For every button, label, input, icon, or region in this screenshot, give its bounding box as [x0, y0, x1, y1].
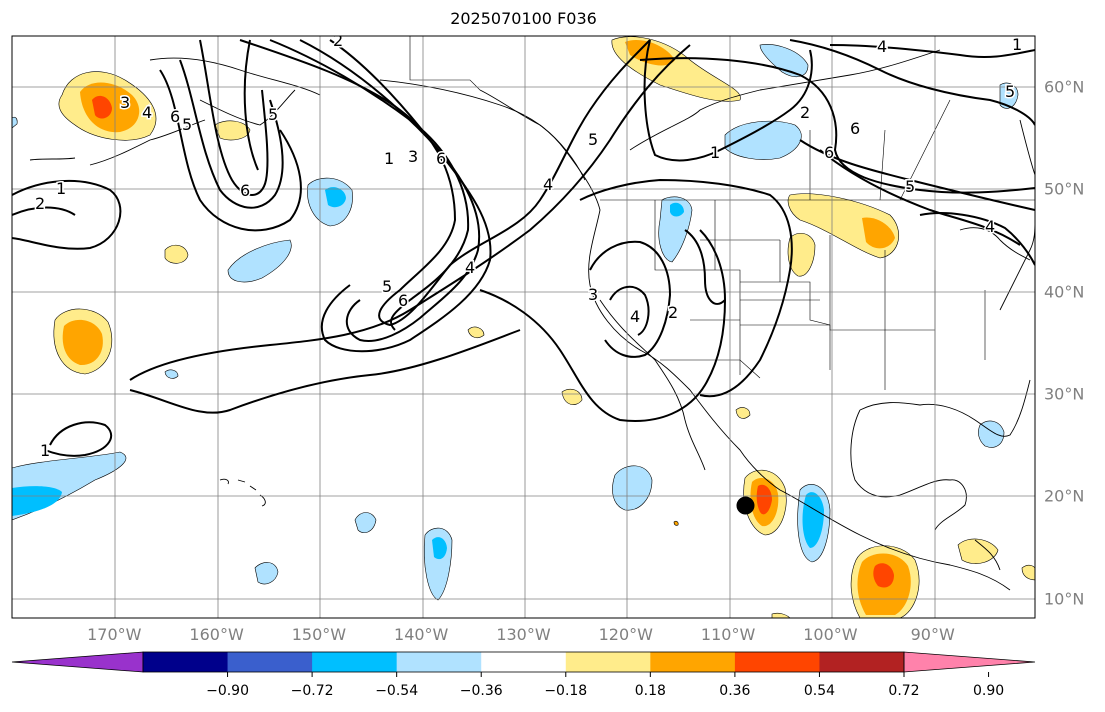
colorbar-segment [650, 652, 736, 672]
contour-label: 6 [170, 107, 180, 126]
longitude-tick-label: 100°W [803, 625, 858, 644]
longitude-tick-label: 130°W [496, 625, 551, 644]
colorbar-tick-label: −0.54 [375, 683, 419, 699]
contour-label: 5 [1005, 82, 1015, 101]
colorbar-segment [227, 652, 313, 672]
hawaiian-islands [219, 478, 266, 507]
colorbar-segment [481, 652, 567, 672]
map-frame [11, 35, 1036, 619]
latitude-tick-label: 20°N [1044, 486, 1085, 506]
colorbar-max-extension [903, 651, 1036, 673]
colorbar-tick-label: 0.90 [972, 683, 1005, 699]
contour-label: 3 [588, 285, 598, 304]
height-contours [12, 39, 1035, 457]
longitude-tick-label: 160°W [189, 625, 244, 644]
longitude-tick-label: 170°W [87, 625, 142, 644]
colorbar-frame [142, 651, 905, 673]
colorbar-tick-label: −0.90 [206, 683, 249, 699]
colorbar-segment [565, 652, 651, 672]
latitude-tick-label: 50°N [1044, 179, 1085, 199]
latitude-tick-label: 40°N [1044, 282, 1085, 302]
contour-label: 1 [40, 441, 50, 460]
colorbar-tick-label: 0.54 [803, 683, 836, 699]
colorbar-segment [312, 652, 398, 672]
colorbar-tick-label: −0.36 [459, 683, 503, 699]
colorbar-segment [734, 652, 820, 672]
contour-label: 4 [985, 217, 995, 236]
latitude-tick-label: 30°N [1044, 384, 1085, 404]
contour-label: 3 [120, 93, 130, 112]
contour-label: 6 [436, 149, 446, 168]
shaded-anomaly-field [12, 36, 1035, 618]
contour-label: 3 [408, 147, 418, 166]
colorbar-tick-label: 0.36 [719, 683, 751, 699]
colorbar-segment [143, 652, 229, 672]
aleutian-islands [89, 119, 206, 166]
colorbar-segment [396, 652, 482, 672]
latitude-tick-label: 10°N [1044, 589, 1085, 609]
contour-label: 5 [588, 130, 598, 149]
colorbar-tick-label: −0.72 [290, 683, 334, 699]
contour-label: 6 [850, 119, 860, 138]
contour-label: 1 [710, 143, 720, 162]
contour-label: 4 [630, 307, 640, 326]
contour-label: 2 [35, 194, 45, 213]
contour-label: 6 [240, 181, 250, 200]
contour-label: 5 [182, 115, 192, 134]
contour-label: 1 [384, 149, 394, 168]
contour-label: 4 [877, 37, 887, 56]
contour-label: 6 [824, 143, 834, 162]
contour-label: 4 [465, 258, 475, 277]
contour-label: 4 [142, 103, 152, 122]
negative-anomaly-alaska [724, 120, 802, 160]
contour-label: 2 [668, 303, 678, 322]
graticule [12, 36, 1035, 618]
contour-label: 2 [800, 103, 810, 122]
contour-label: 5 [382, 277, 392, 296]
contour-label: 6 [398, 291, 408, 310]
longitude-tick-label: 140°W [394, 625, 449, 644]
colorbar-tick-label: 0.18 [634, 683, 666, 699]
colorbar-tick-label: −0.18 [544, 683, 588, 699]
contour-label: 5 [905, 177, 915, 196]
colorbar-segment [819, 652, 905, 672]
storm-position-marker [736, 496, 755, 515]
longitude-tick-label: 120°W [598, 625, 653, 644]
longitude-tick-label: 90°W [910, 625, 955, 644]
gulf-of-mexico-coast [859, 379, 1031, 437]
contour-label: 1 [56, 179, 66, 198]
contour-label: 2 [333, 31, 343, 50]
contour-label: 4 [543, 175, 553, 194]
contour-label: 5 [268, 105, 278, 124]
map-title: 2025070100 F036 [450, 9, 597, 28]
longitude-tick-label: 150°W [291, 625, 347, 644]
longitude-tick-label: 110°W [700, 625, 756, 644]
contour-label: 1 [1012, 35, 1022, 54]
latitude-tick-label: 60°N [1044, 77, 1085, 97]
colorbar-tick-label: 0.72 [888, 683, 920, 699]
colorbar-min-extension [11, 651, 144, 673]
contour-labels: 1 2 3 4 5 6 1 2 6 1 3 6 5 5 6 4 5 4 3 2 … [34, 31, 1024, 462]
